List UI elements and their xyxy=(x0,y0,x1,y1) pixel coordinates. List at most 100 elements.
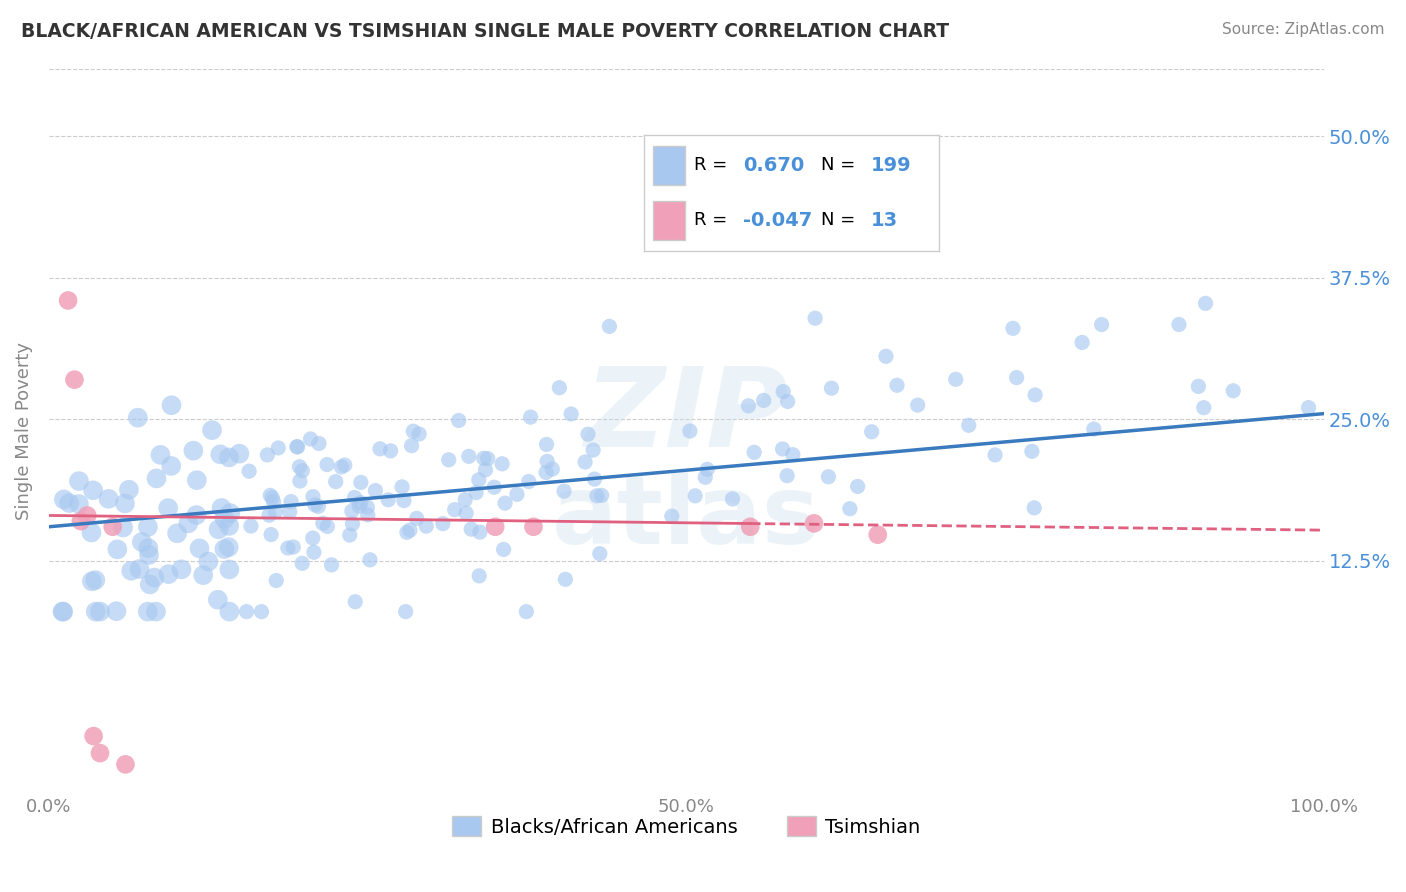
Point xyxy=(803,516,825,531)
Point xyxy=(114,757,136,772)
Point xyxy=(262,491,284,505)
Point xyxy=(307,500,329,514)
Point xyxy=(408,427,430,442)
Point xyxy=(186,473,208,487)
Point xyxy=(239,519,262,533)
Point xyxy=(357,508,380,522)
Point xyxy=(491,457,513,471)
Point xyxy=(228,447,250,461)
Text: N =: N = xyxy=(821,211,855,229)
Point xyxy=(377,492,399,507)
Point xyxy=(260,527,283,541)
Point xyxy=(325,475,347,489)
Point xyxy=(101,520,124,534)
Point xyxy=(283,540,305,554)
Point xyxy=(288,459,311,474)
Point xyxy=(886,378,908,392)
Text: Source: ZipAtlas.com: Source: ZipAtlas.com xyxy=(1222,22,1385,37)
Point xyxy=(193,568,215,582)
Point xyxy=(984,448,1007,462)
Point xyxy=(136,605,159,619)
Point xyxy=(548,381,571,395)
Point xyxy=(344,595,367,609)
Point xyxy=(838,501,860,516)
Point xyxy=(860,425,883,439)
Point xyxy=(817,469,839,483)
Point xyxy=(447,413,470,427)
Point xyxy=(128,562,150,576)
Point xyxy=(350,475,373,490)
Point xyxy=(392,493,415,508)
Point xyxy=(721,491,744,506)
Point xyxy=(1222,384,1244,398)
Point xyxy=(80,574,103,589)
Text: R =: R = xyxy=(695,211,727,229)
Point xyxy=(143,570,166,584)
Point xyxy=(583,472,606,486)
Point xyxy=(380,443,402,458)
Point xyxy=(136,541,159,555)
Point xyxy=(820,381,842,395)
Point xyxy=(472,451,495,466)
Point xyxy=(484,520,506,534)
Point xyxy=(177,516,200,531)
Point xyxy=(866,527,889,541)
Point xyxy=(67,497,90,511)
Point xyxy=(211,501,233,516)
Point xyxy=(460,522,482,536)
Point xyxy=(742,445,765,459)
Point xyxy=(82,483,104,498)
Point xyxy=(264,505,287,519)
Point xyxy=(576,427,599,442)
Point xyxy=(67,474,90,488)
Point xyxy=(522,520,544,534)
Point xyxy=(350,495,373,509)
Point xyxy=(804,311,827,326)
Point xyxy=(83,729,105,743)
FancyBboxPatch shape xyxy=(654,201,686,240)
Point xyxy=(114,496,136,510)
Point xyxy=(302,490,325,504)
Point xyxy=(782,448,804,462)
Point xyxy=(391,480,413,494)
Text: R =: R = xyxy=(695,156,727,175)
Point xyxy=(304,498,326,512)
Point xyxy=(166,526,188,541)
Text: 199: 199 xyxy=(870,156,911,175)
Point xyxy=(333,458,356,472)
Point xyxy=(437,453,460,467)
Point xyxy=(846,479,869,493)
Point xyxy=(776,394,799,409)
Point xyxy=(740,520,762,534)
Point xyxy=(112,520,135,534)
Point xyxy=(1091,318,1114,332)
Point xyxy=(145,471,167,485)
Point xyxy=(51,605,73,619)
Point xyxy=(209,447,232,461)
Point xyxy=(752,393,775,408)
Point xyxy=(1192,401,1215,415)
Point xyxy=(160,458,183,473)
Point xyxy=(401,439,423,453)
Point xyxy=(737,399,759,413)
Point xyxy=(343,491,366,505)
Point xyxy=(519,410,541,425)
Point xyxy=(197,555,219,569)
Point xyxy=(340,504,363,518)
Point xyxy=(945,372,967,386)
Point xyxy=(494,496,516,510)
Point xyxy=(661,509,683,524)
Point xyxy=(257,508,280,523)
Point xyxy=(368,442,391,456)
Point xyxy=(218,540,240,554)
Y-axis label: Single Male Poverty: Single Male Poverty xyxy=(15,342,32,520)
Point xyxy=(250,605,273,619)
Point xyxy=(474,463,496,477)
Point xyxy=(454,492,477,507)
Point xyxy=(52,492,75,507)
Point xyxy=(321,558,343,572)
Point xyxy=(356,500,378,515)
Point xyxy=(214,542,236,557)
Point xyxy=(288,474,311,488)
Point xyxy=(316,519,339,533)
